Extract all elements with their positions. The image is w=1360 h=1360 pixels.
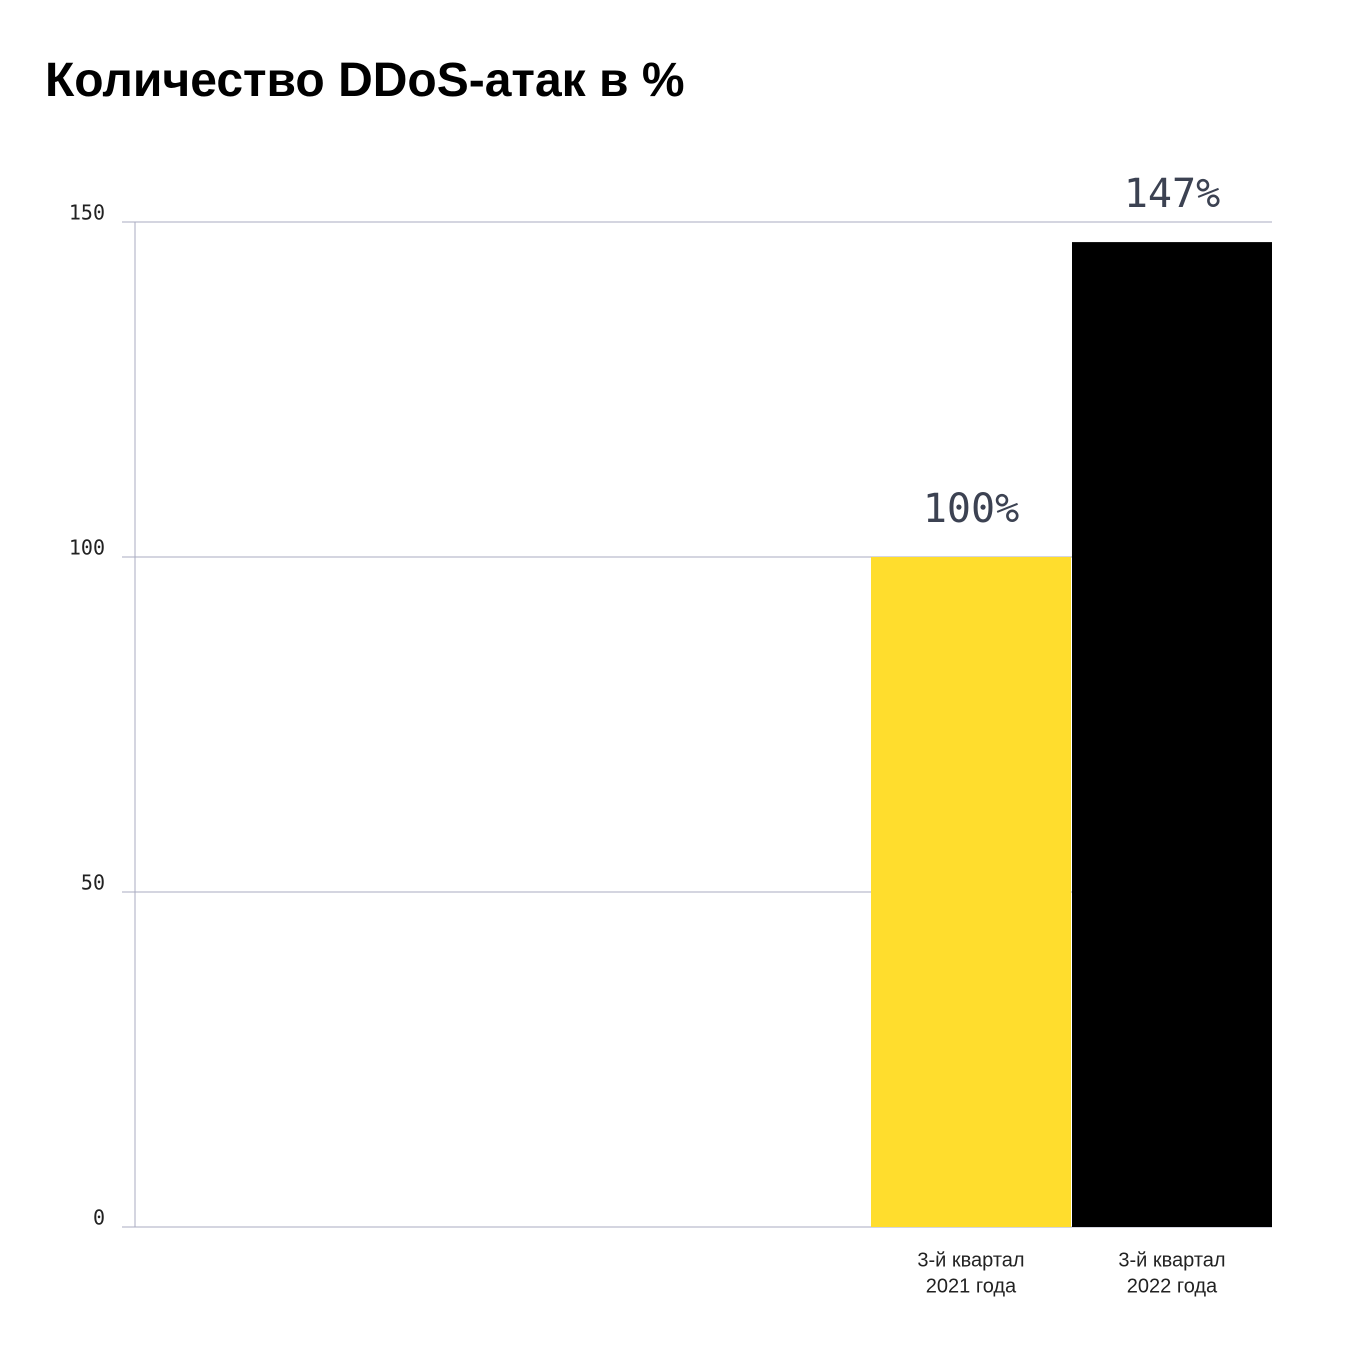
x-tick-label: 3-й квартал [1118,1249,1225,1271]
y-tick-label: 100 [69,536,105,560]
value-label: 147% [1124,171,1220,217]
x-tick-label: 2022 года [1127,1275,1218,1297]
y-tick-label: 0 [93,1206,105,1230]
chart-title: Количество DDoS-атак в % [45,54,685,107]
x-tick-label: 2021 года [926,1275,1017,1297]
y-tick-label: 50 [81,871,105,895]
value-label: 100% [923,486,1019,532]
bar [871,557,1071,1227]
bar [1072,242,1272,1228]
x-tick-label: 3-й квартал [917,1249,1024,1271]
y-tick-label: 150 [69,201,105,225]
